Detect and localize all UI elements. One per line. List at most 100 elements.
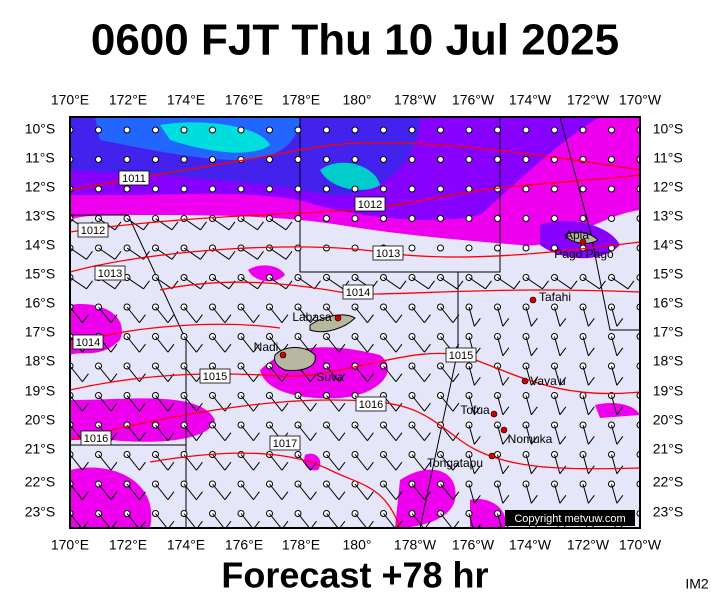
latitude-label: 20°S <box>25 412 56 428</box>
wind-barb <box>611 336 618 356</box>
wind-barb <box>196 491 203 500</box>
longitude-label: 176°W <box>452 92 495 108</box>
wind-barb <box>473 494 481 504</box>
wind-barb <box>367 432 374 441</box>
wind-barb <box>616 317 624 327</box>
wind-barb <box>139 491 146 500</box>
wind-barb <box>126 336 140 353</box>
place-marker <box>334 314 342 322</box>
wind-barb <box>440 513 453 528</box>
wind-barb <box>468 306 475 327</box>
wind-station <box>323 244 330 252</box>
wind-station <box>522 185 530 193</box>
title: 0600 FJT Thu 10 Jul 2025 <box>91 16 619 65</box>
isobar-label: 1014 <box>76 337 100 349</box>
wind-station <box>209 185 216 193</box>
isobar-label: 1016 <box>359 399 383 411</box>
wind-barb <box>440 277 458 290</box>
wind-barb <box>530 435 538 445</box>
wind-barb <box>253 432 260 441</box>
longitude-label: 170°W <box>619 92 662 108</box>
latitude-label: 21°S <box>653 441 684 457</box>
wind-barb <box>611 306 618 327</box>
wind-barb <box>155 454 169 471</box>
wind-barb <box>196 461 203 471</box>
wind-barb <box>240 424 254 441</box>
latitude-label: 16°S <box>25 295 56 311</box>
longitude-label: 174°W <box>509 92 552 108</box>
wind-station <box>408 185 416 193</box>
wind-barb <box>452 491 460 500</box>
wind-barb <box>611 483 618 504</box>
wind-station <box>152 156 159 163</box>
isobar-label-box <box>80 430 112 446</box>
wind-barb <box>473 376 481 386</box>
longitude-label: 176°W <box>452 537 495 553</box>
wind-barb <box>110 373 118 382</box>
wind-barb <box>599 280 606 290</box>
wind-barb <box>354 365 368 382</box>
wind-barb <box>143 280 150 290</box>
wind-barb <box>86 280 93 290</box>
isobar <box>70 352 640 395</box>
latitude-label: 22°S <box>653 474 684 490</box>
longitude-label: 172°E <box>109 92 147 108</box>
latitude-label: 19°S <box>25 383 56 399</box>
wind-barb <box>452 402 460 412</box>
wind-station <box>551 185 558 193</box>
wind-barb <box>326 395 340 412</box>
wind-barb <box>126 395 140 412</box>
map-frame <box>69 116 641 529</box>
wind-barb <box>183 247 201 260</box>
wind-barb <box>183 513 197 528</box>
isobar-label-box <box>94 265 126 281</box>
wind-barb <box>587 347 595 357</box>
wind-barb <box>326 365 340 382</box>
wind-barb <box>143 250 150 260</box>
wind-barb <box>212 218 230 231</box>
wind-barb <box>253 491 260 500</box>
wind-barb <box>395 343 403 353</box>
island <box>564 231 599 244</box>
wind-barb <box>212 336 226 353</box>
wind-station <box>437 156 444 163</box>
wind-barb <box>297 424 311 441</box>
wind-barb <box>497 483 504 504</box>
wind-barb <box>253 314 260 323</box>
wind-barb <box>281 461 289 471</box>
wind-barb <box>530 317 538 327</box>
isobar-label: 1017 <box>273 438 297 450</box>
wind-barb <box>228 221 236 231</box>
wind-barb <box>155 306 169 323</box>
isobar-label: 1015 <box>449 350 473 362</box>
wind-barb <box>587 435 595 445</box>
wind-barb <box>367 373 374 382</box>
wind-station <box>351 215 359 222</box>
wind-barb <box>110 461 118 471</box>
wind-barb <box>354 454 368 471</box>
wind-barb <box>326 424 340 441</box>
longitude-label: 172°W <box>567 537 610 553</box>
rain-area <box>320 162 380 190</box>
wind-barb <box>383 483 397 500</box>
wind-barb <box>167 343 175 353</box>
wind-barb <box>326 513 339 528</box>
place-marker <box>279 351 287 359</box>
wind-barb <box>424 432 431 441</box>
wind-station <box>95 185 102 193</box>
place-label: Nadi <box>254 340 279 354</box>
wind-barb <box>82 314 89 323</box>
wind-station <box>465 156 473 163</box>
wind-station <box>608 126 615 134</box>
wind-barb <box>525 424 532 445</box>
wind-barb <box>253 461 260 471</box>
isobar-label: 1013 <box>376 248 400 260</box>
wind-barb <box>338 343 346 353</box>
wind-station <box>465 126 473 134</box>
wind-barb <box>582 454 589 474</box>
wind-barb <box>257 250 264 260</box>
wind-barb <box>155 513 168 528</box>
wind-station <box>351 185 359 193</box>
wind-barb <box>611 365 618 386</box>
wind-station <box>95 126 102 134</box>
